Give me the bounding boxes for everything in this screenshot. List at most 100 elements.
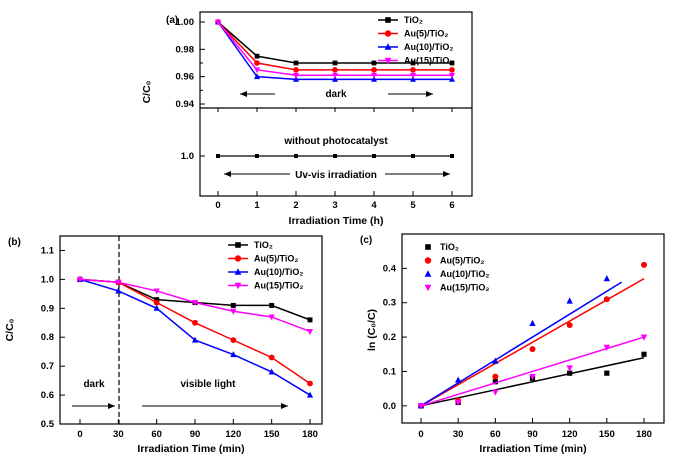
panel-a-x-tick-label-3: 3 (332, 200, 337, 211)
panel-a-control-point-0 (216, 154, 220, 158)
panel-b-legend-marker-2 (234, 268, 242, 275)
panel-c-point-3-5 (603, 344, 611, 351)
panel-b-series-line-1 (79, 278, 311, 385)
panel-c-x-tick-label-5: 150 (599, 429, 615, 440)
panel-c-y-tick-label-3: 0.3 (383, 298, 396, 309)
panel-b-legend-marker-0 (235, 242, 241, 248)
panel-c-y-tick-label-2: 0.2 (383, 332, 396, 343)
panel-a-point-0-3 (332, 60, 338, 66)
panel-a-legend-label-2: Au(10)/TiO₂ (404, 42, 453, 52)
panel-c-point-1-2 (492, 373, 499, 380)
panel-c-y-tick-label-1: 0.1 (383, 366, 397, 377)
panel-c-x-ticks: 0 30 60 90 120 150 180 (418, 418, 652, 440)
panel-c-point-3-6 (640, 334, 648, 341)
panel-b-y-tick-label-4: 0.9 (41, 303, 54, 314)
panel-a-legend-label-0: TiO₂ (404, 15, 423, 25)
panel-c-y-title: ln (C₀/C) (366, 309, 378, 351)
panel-a-point-3-5 (410, 72, 416, 79)
panel-a-point-3-1 (254, 67, 260, 74)
panel-b-series (76, 275, 314, 398)
panel-c-point-0-2 (492, 379, 498, 385)
panel-a-point-2-1 (254, 73, 260, 80)
panel-c-point-0-5 (604, 370, 610, 376)
panel-b-point-2-1 (115, 287, 122, 294)
panel-a-legend-marker-1 (384, 30, 392, 37)
panel-b-point-2-3 (191, 336, 199, 343)
panel-a-x-ticks: 0 1 2 3 4 5 6 (215, 108, 455, 211)
panel-c-legend-marker-2 (424, 270, 432, 277)
panel-b-point-1-5 (268, 354, 275, 361)
panel-c-legend-marker-1 (424, 257, 432, 264)
panel-a-point-1-5 (410, 67, 416, 73)
panel-a-series (215, 18, 455, 158)
panel-a-dark-arrows (240, 91, 433, 97)
panel-a-x-tick-label-6: 6 (449, 200, 454, 211)
panel-b-y-tick-label-3: 0.8 (41, 332, 54, 343)
panel-a-point-2-3 (332, 76, 338, 82)
panel-c-x-tick-label-0: 0 (418, 429, 423, 440)
panel-c-point-3-3 (529, 374, 536, 381)
panel-c-y-tick-label-4: 0.4 (383, 263, 397, 274)
panel-b-x-title: Irradiation Time (min) (137, 443, 244, 455)
panel-c-point-1-5 (603, 296, 610, 303)
panel-a-point-1-2 (293, 67, 299, 73)
panel-a-point-3-0 (215, 19, 221, 26)
panel-b-point-1-6 (307, 380, 313, 387)
panel-a-control-point-2 (294, 154, 298, 158)
panel-c-point-2-5 (603, 275, 611, 282)
panel-c-point-2-1 (454, 376, 462, 383)
panel-a-legend-label-3: Au(15)/TiO₂ (404, 56, 453, 66)
panel-b-legend-label-2: Au(10)/TiO₂ (254, 267, 303, 277)
panel-a-point-2-4 (371, 76, 377, 82)
panel-b-frame (59, 235, 323, 425)
panel-b-x-tick-label-4: 120 (225, 429, 241, 440)
panel-c-fit-line-0 (420, 356, 645, 407)
panel-a-top-y-tick-label-3: 1.00 (176, 17, 195, 28)
panel-b-point-3-3 (191, 300, 199, 307)
panel-c-legend-label-0: TiO₂ (440, 242, 459, 252)
panel-b-arrows (72, 403, 288, 409)
panel-a-bottom-y-ticks: 1.0 (181, 151, 205, 162)
panel-c-x-tick-label-4: 120 (562, 429, 578, 440)
panel-b-x-tick-label-5: 150 (264, 429, 280, 440)
panel-a-frame (199, 11, 473, 197)
panel-a-control-point-5 (411, 154, 415, 158)
panel-a-point-0-4 (371, 60, 377, 66)
panel-b-point-1-4 (230, 337, 237, 344)
panel-a-point-3-6 (449, 72, 455, 79)
panel-a-top-y-tick-label-0: 0.94 (176, 99, 195, 110)
panel-b-x-tick-label-1: 30 (113, 429, 124, 440)
panel-c-legend-marker-3 (424, 284, 432, 292)
panel-b-x-tick-label-3: 90 (190, 429, 201, 440)
panel-c-point-3-0 (417, 403, 425, 410)
panel-a-point-1-4 (371, 67, 377, 73)
panel-c-x-title: Irradiation Time (min) (479, 443, 586, 455)
panel-c-fit-line-2 (420, 281, 623, 407)
panel-b-legend-label-3: Au(15)/TiO₂ (254, 281, 303, 291)
panel-b-point-2-6 (306, 391, 314, 398)
panel-a-top-y-ticks: 0.94 0.96 0.98 1.00 (176, 17, 205, 110)
panel-c-point-3-4 (566, 365, 573, 372)
panel-b: (b) 0.5 0.6 0.7 0.8 0.9 1.0 1.1 0 30 60 90 120 150 1… (4, 235, 323, 455)
panel-a-no-catalyst-label: without photocatalyst (283, 136, 388, 147)
panel-b-y-tick-label-1: 0.6 (41, 390, 54, 401)
panel-a-legend-marker-2 (384, 43, 392, 50)
panel-c-point-2-3 (529, 319, 536, 326)
panel-a-legend: TiO₂ Au(5)/TiO₂ Au(10)/TiO₂ Au(15)/TiO₂ (378, 15, 453, 66)
panel-c-legend-marker-0 (425, 244, 431, 250)
panel-b-point-0-5 (269, 302, 275, 308)
panel-a-dark-label: dark (325, 89, 347, 100)
panel-a-point-1-1 (254, 60, 260, 66)
panel-a-point-0-5 (410, 60, 416, 66)
panel-a-point-3-4 (371, 72, 377, 79)
panel-a-legend-marker-3 (384, 57, 392, 65)
panel-b-legend-marker-3 (234, 282, 242, 290)
panel-b-point-2-5 (268, 368, 275, 375)
panel-c-fit-line-1 (420, 278, 645, 407)
panel-a-point-2-6 (449, 76, 455, 82)
panel-b-point-3-1 (115, 279, 122, 286)
panel-b-legend-label-0: TiO₂ (254, 240, 273, 250)
panel-c-legend-label-1: Au(5)/TiO₂ (440, 256, 484, 266)
panel-c-series (417, 261, 648, 410)
panel-c-x-tick-label-3: 90 (527, 429, 538, 440)
